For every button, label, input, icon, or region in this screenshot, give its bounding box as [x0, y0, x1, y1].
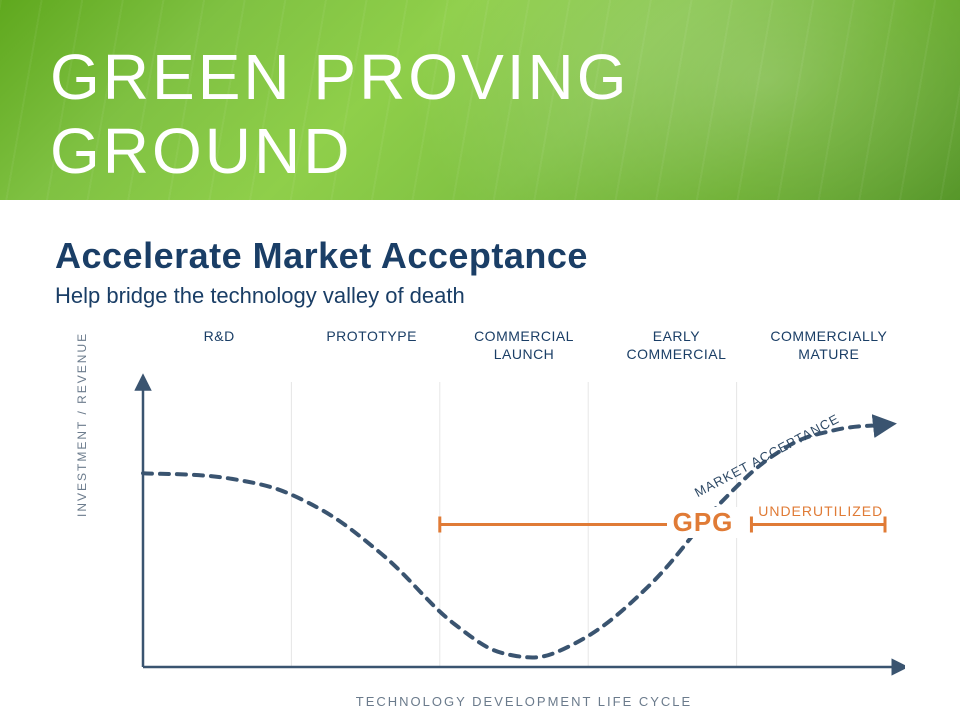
content-area: Accelerate Market Acceptance Help bridge… [0, 200, 960, 727]
x-axis-label: TECHNOLOGY DEVELOPMENT LIFE CYCLE [143, 694, 905, 709]
gpg-label: GPG [667, 507, 740, 538]
underutilized-label: UNDERUTILIZED [758, 503, 883, 519]
y-axis-label: INVESTMENT / REVENUE [75, 332, 89, 517]
header-banner: GREEN PROVING GROUND GPG helps drive bui… [0, 0, 960, 200]
section-subtitle: Help bridge the technology valley of dea… [55, 283, 905, 309]
lifecycle-chart: R&DPROTOTYPECOMMERCIAL LAUNCHEARLY COMME… [55, 327, 905, 707]
section-title: Accelerate Market Acceptance [55, 235, 905, 277]
page-title: GREEN PROVING GROUND [50, 40, 910, 188]
page-subtitle: GPG helps drive building performance bey… [50, 198, 910, 200]
